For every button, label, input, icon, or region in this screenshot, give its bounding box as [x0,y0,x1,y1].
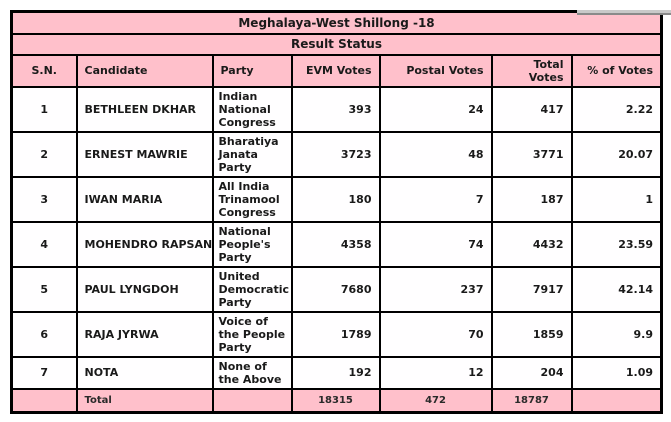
cell-party: United Democratic Party [211,265,293,313]
result-status-heading: Result Status [10,32,663,56]
cell-party: Bharatiya Janata Party [211,130,293,178]
cell-party: All India Trinamool Congress [211,175,293,223]
cell-total: 187 [490,175,573,223]
cell-total: 4432 [490,220,573,268]
total-postal-votes: 472 [378,387,493,414]
cell-evm: 393 [290,85,381,133]
cell-candidate: RAJA JYRWA [75,310,214,358]
cell-pct: 20.07 [570,130,663,178]
col-header-sn: S.N. [10,53,78,88]
results-table: Meghalaya-West Shillong -18 Result Statu… [10,10,663,414]
col-header-party: Party [211,53,293,88]
result-status-row: Result Status [10,32,663,56]
cell-sn: 4 [10,220,78,268]
cell-evm: 4358 [290,220,381,268]
total-total-votes: 18787 [490,387,573,414]
table-row: 5 PAUL LYNGDOH United Democratic Party 7… [10,265,663,313]
col-header-candidate: Candidate [75,53,214,88]
cell-party: Voice of the People Party [211,310,293,358]
total-row: Total 18315 472 18787 [10,387,663,414]
table-row: 1 BETHLEEN DKHAR Indian National Congres… [10,85,663,133]
col-header-postal-votes: Postal Votes [378,53,493,88]
cell-sn: 6 [10,310,78,358]
total-sn-blank [10,387,78,414]
cell-sn: 3 [10,175,78,223]
col-header-pct-votes: % of Votes [570,53,663,88]
cell-party: National People's Party [211,220,293,268]
cell-postal: 24 [378,85,493,133]
cell-sn: 2 [10,130,78,178]
cell-postal: 70 [378,310,493,358]
cell-total: 7917 [490,265,573,313]
scrollbar-fragment[interactable] [577,10,671,15]
cell-pct: 9.9 [570,310,663,358]
cell-total: 204 [490,355,573,390]
cell-postal: 7 [378,175,493,223]
cell-postal: 48 [378,130,493,178]
table-row: 6 RAJA JYRWA Voice of the People Party 1… [10,310,663,358]
cell-candidate: PAUL LYNGDOH [75,265,214,313]
cell-evm: 192 [290,355,381,390]
cell-candidate: IWAN MARIA [75,175,214,223]
cell-evm: 3723 [290,130,381,178]
cell-total: 417 [490,85,573,133]
cell-candidate: MOHENDRO RAPSANG [75,220,214,268]
table-row: 2 ERNEST MAWRIE Bharatiya Janata Party 3… [10,130,663,178]
total-evm-votes: 18315 [290,387,381,414]
table-row: 4 MOHENDRO RAPSANG National People's Par… [10,220,663,268]
cell-total: 3771 [490,130,573,178]
table-row: 7 NOTA None of the Above 192 12 204 1.09 [10,355,663,390]
cell-pct: 1 [570,175,663,223]
table-row: 3 IWAN MARIA All India Trinamool Congres… [10,175,663,223]
total-pct-blank [570,387,663,414]
cell-postal: 12 [378,355,493,390]
cell-evm: 180 [290,175,381,223]
cell-party: None of the Above [211,355,293,390]
cell-postal: 237 [378,265,493,313]
total-party-blank [211,387,293,414]
cell-total: 1859 [490,310,573,358]
col-header-total-votes: Total Votes [490,53,573,88]
cell-candidate: ERNEST MAWRIE [75,130,214,178]
cell-pct: 1.09 [570,355,663,390]
results-page: Meghalaya-West Shillong -18 Result Statu… [0,10,671,422]
total-label: Total [75,387,214,414]
cell-candidate: NOTA [75,355,214,390]
cell-pct: 23.59 [570,220,663,268]
cell-party: Indian National Congress [211,85,293,133]
cell-pct: 42.14 [570,265,663,313]
cell-candidate: BETHLEEN DKHAR [75,85,214,133]
cell-sn: 7 [10,355,78,390]
column-header-row: S.N. Candidate Party EVM Votes Postal Vo… [10,53,663,88]
constituency-title: Meghalaya-West Shillong -18 [10,10,663,35]
cell-evm: 7680 [290,265,381,313]
cell-sn: 5 [10,265,78,313]
cell-postal: 74 [378,220,493,268]
cell-sn: 1 [10,85,78,133]
cell-evm: 1789 [290,310,381,358]
col-header-evm-votes: EVM Votes [290,53,381,88]
constituency-title-row: Meghalaya-West Shillong -18 [10,10,663,35]
cell-pct: 2.22 [570,85,663,133]
